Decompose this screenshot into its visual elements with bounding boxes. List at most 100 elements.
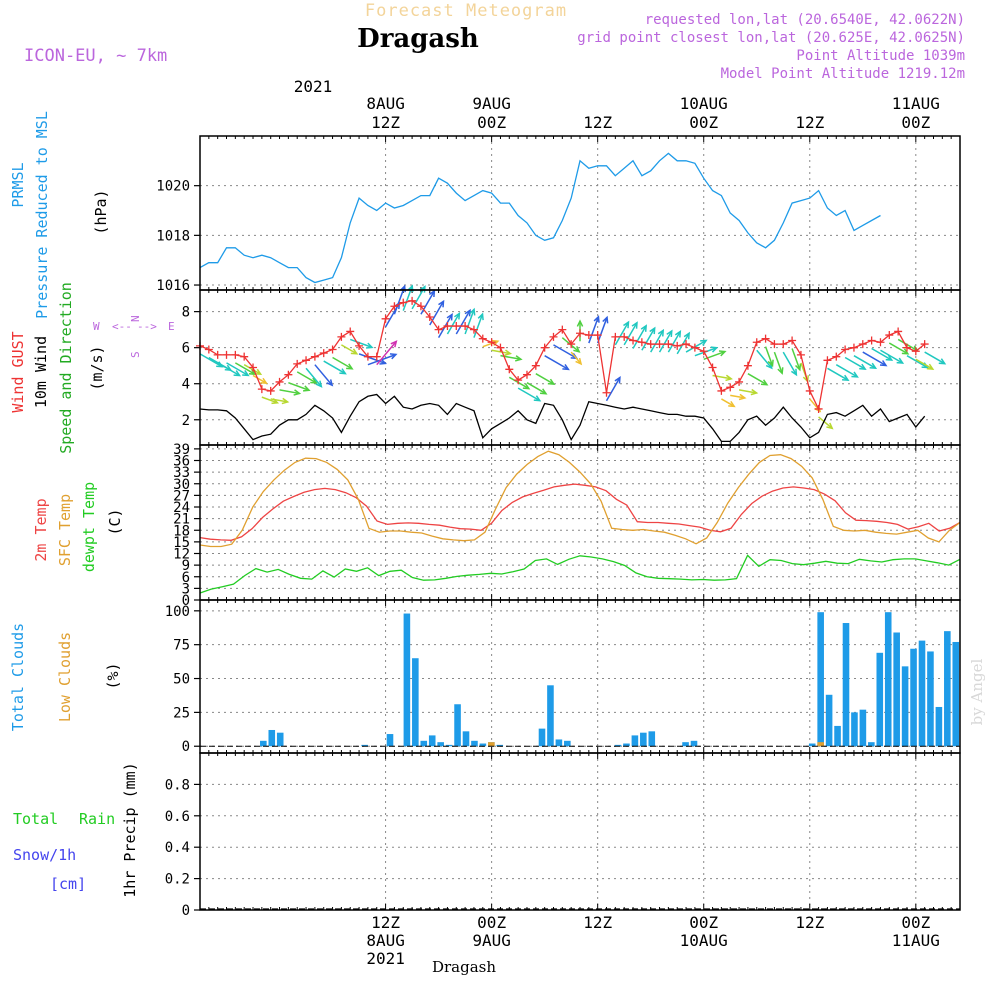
bar-total-clouds bbox=[851, 712, 858, 747]
wind-arrow bbox=[261, 396, 278, 404]
gust-marker bbox=[522, 370, 531, 379]
gust-marker bbox=[690, 343, 699, 352]
wind-arrow-head bbox=[390, 340, 398, 348]
bar-total-clouds bbox=[268, 729, 276, 747]
wind-arrow bbox=[658, 330, 673, 353]
wind-arrow-head bbox=[346, 363, 354, 370]
bar-total-clouds bbox=[944, 631, 951, 747]
wind-arrow bbox=[862, 351, 887, 367]
wind-arrow-head bbox=[674, 329, 682, 338]
panel-frame-4 bbox=[199, 752, 961, 911]
wind-arrow-head bbox=[602, 315, 609, 324]
wind-arrow-head bbox=[233, 370, 242, 377]
y-tick-label-2: 24 bbox=[173, 500, 190, 516]
gust-marker bbox=[726, 383, 735, 392]
wind-arrow bbox=[455, 309, 471, 335]
watermark: by Angel bbox=[968, 658, 986, 725]
wind-arrow-head bbox=[666, 329, 673, 337]
wind-arrow-head bbox=[281, 397, 290, 405]
y-tick-label-2: 9 bbox=[182, 558, 190, 574]
bar-total-clouds bbox=[403, 613, 411, 747]
y-tick-label-4: 0.8 bbox=[165, 777, 190, 793]
wind-arrow-head bbox=[790, 368, 798, 377]
label-sfc-temp: SFC Temp bbox=[56, 494, 74, 566]
bar-total-clouds bbox=[547, 685, 554, 747]
y-tick-label-4: 0.6 bbox=[165, 809, 190, 825]
wind-arrow bbox=[517, 387, 541, 402]
gust-marker bbox=[867, 336, 876, 345]
wind-arrow-head bbox=[896, 357, 905, 364]
wind-arrow bbox=[906, 355, 928, 369]
gust-marker bbox=[779, 340, 788, 349]
wind-arrow-head bbox=[826, 422, 834, 430]
label-speed-direction: Speed and Direction bbox=[57, 282, 75, 454]
wind-arrow bbox=[747, 373, 768, 386]
gust-marker bbox=[337, 332, 346, 341]
wind-arrow bbox=[270, 398, 288, 403]
y-tick-label-2: 39 bbox=[173, 442, 190, 458]
wind-arrow-head bbox=[389, 353, 398, 360]
wind-arrow bbox=[888, 342, 909, 355]
wind-arrow-head bbox=[614, 376, 621, 384]
gust-marker bbox=[443, 322, 452, 331]
y-tick-label-2: 3 bbox=[182, 581, 190, 597]
gust-marker bbox=[858, 340, 867, 349]
y-tick-label-3: 25 bbox=[173, 705, 190, 721]
series-prmsl bbox=[199, 152, 881, 284]
wind-arrow bbox=[738, 389, 757, 394]
wind-arrow bbox=[420, 290, 435, 315]
gust-marker bbox=[328, 345, 337, 354]
bar-total-clouds bbox=[952, 641, 960, 747]
wind-arrow bbox=[764, 346, 774, 366]
gust-marker bbox=[805, 386, 814, 395]
wind-arrow-head bbox=[303, 385, 311, 392]
wind-arrow-head bbox=[575, 357, 583, 366]
wind-arrow-head bbox=[750, 388, 759, 396]
bar-low-clouds bbox=[488, 742, 495, 747]
gust-marker bbox=[849, 343, 858, 352]
wind-arrow-head bbox=[573, 346, 581, 353]
wind-arrow-head bbox=[562, 363, 570, 371]
wind-arrow bbox=[650, 330, 664, 353]
wind-arrow bbox=[632, 325, 647, 349]
wind-arrow-head bbox=[365, 342, 374, 349]
wind-arrow-head bbox=[593, 315, 600, 323]
wind-arrow bbox=[199, 353, 223, 368]
wind-arrow-head bbox=[242, 370, 250, 377]
wind-arrow bbox=[605, 377, 621, 402]
wind-arrow-head bbox=[683, 331, 690, 340]
wind-arrow-head bbox=[901, 348, 910, 355]
gust-marker bbox=[673, 341, 682, 350]
time-label-bottom: 8AUG bbox=[366, 931, 405, 950]
wind-arrow bbox=[782, 351, 798, 376]
y-tick-label-2: 0 bbox=[182, 593, 190, 609]
time-label-bottom: 11AUG bbox=[892, 931, 940, 950]
gust-marker bbox=[611, 332, 620, 341]
wind-arrow bbox=[376, 340, 397, 366]
bar-total-clouds bbox=[428, 735, 436, 747]
wind-arrow bbox=[685, 339, 707, 353]
bar-total-clouds bbox=[918, 640, 926, 747]
gust-marker bbox=[567, 340, 576, 349]
label-wind-gust: Wind GUST bbox=[9, 331, 27, 412]
label-10m-wind: 10m Wind bbox=[32, 336, 50, 408]
wind-arrow-head bbox=[649, 326, 656, 335]
gust-marker bbox=[478, 334, 487, 343]
bar-total-clouds bbox=[471, 740, 478, 747]
compass-rose: W E N S <-- --> bbox=[93, 315, 175, 358]
gust-marker bbox=[655, 340, 664, 349]
wind-arrow bbox=[544, 355, 569, 371]
wind-arrow bbox=[827, 367, 849, 381]
label-pressure-msl: Pressure Reduced to MSL bbox=[33, 111, 51, 319]
gust-marker bbox=[752, 338, 761, 347]
y-tick-label-3: 100 bbox=[165, 604, 190, 620]
wind-arrow bbox=[526, 382, 547, 395]
wind-arrow-head bbox=[504, 349, 513, 356]
wind-arrow bbox=[641, 327, 656, 351]
wind-arrow-head bbox=[623, 320, 630, 329]
gust-marker bbox=[540, 343, 549, 352]
wind-arrow-head bbox=[533, 395, 542, 402]
wind-arrow bbox=[279, 389, 300, 395]
label-ms: (m/s) bbox=[88, 345, 106, 390]
